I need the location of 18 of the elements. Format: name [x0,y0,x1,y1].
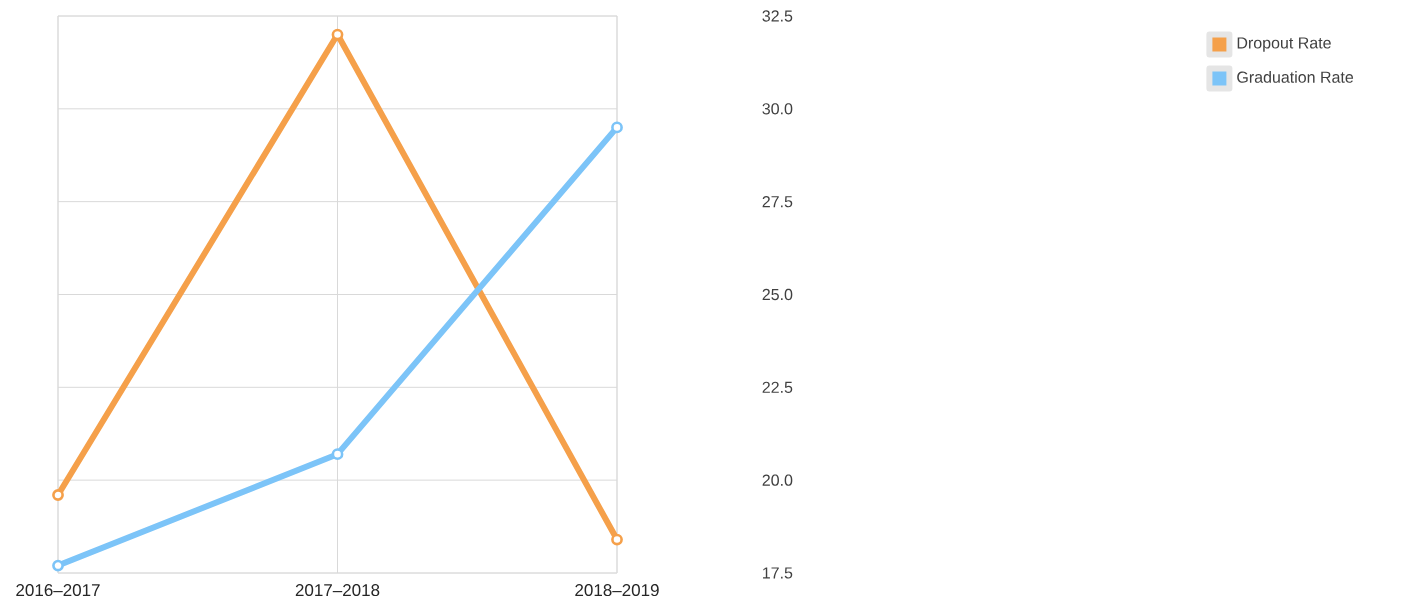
point [331,28,344,41]
point [331,448,344,461]
y-tick-label: 27.5 [762,196,793,208]
x-tick-label: 2017–2018 [295,584,380,597]
x-tick-label: 2016–2017 [16,584,100,597]
y-tick-label: 22.5 [762,381,793,393]
x-tick-label: 2018–2019 [575,584,659,597]
y-tick-label: 30.0 [762,103,793,115]
y-tick-label: 20.0 [762,474,793,486]
y-tick-label: 32.5 [762,10,793,22]
y-tick-label: 25.0 [762,288,793,301]
legend-label: Dropout Rate [1237,37,1331,52]
legend-label: Graduation Rate [1237,71,1354,83]
point [52,489,64,501]
point [52,559,64,572]
y-tick-label: 17.5 [763,567,793,579]
point [611,121,623,134]
point [611,533,623,546]
